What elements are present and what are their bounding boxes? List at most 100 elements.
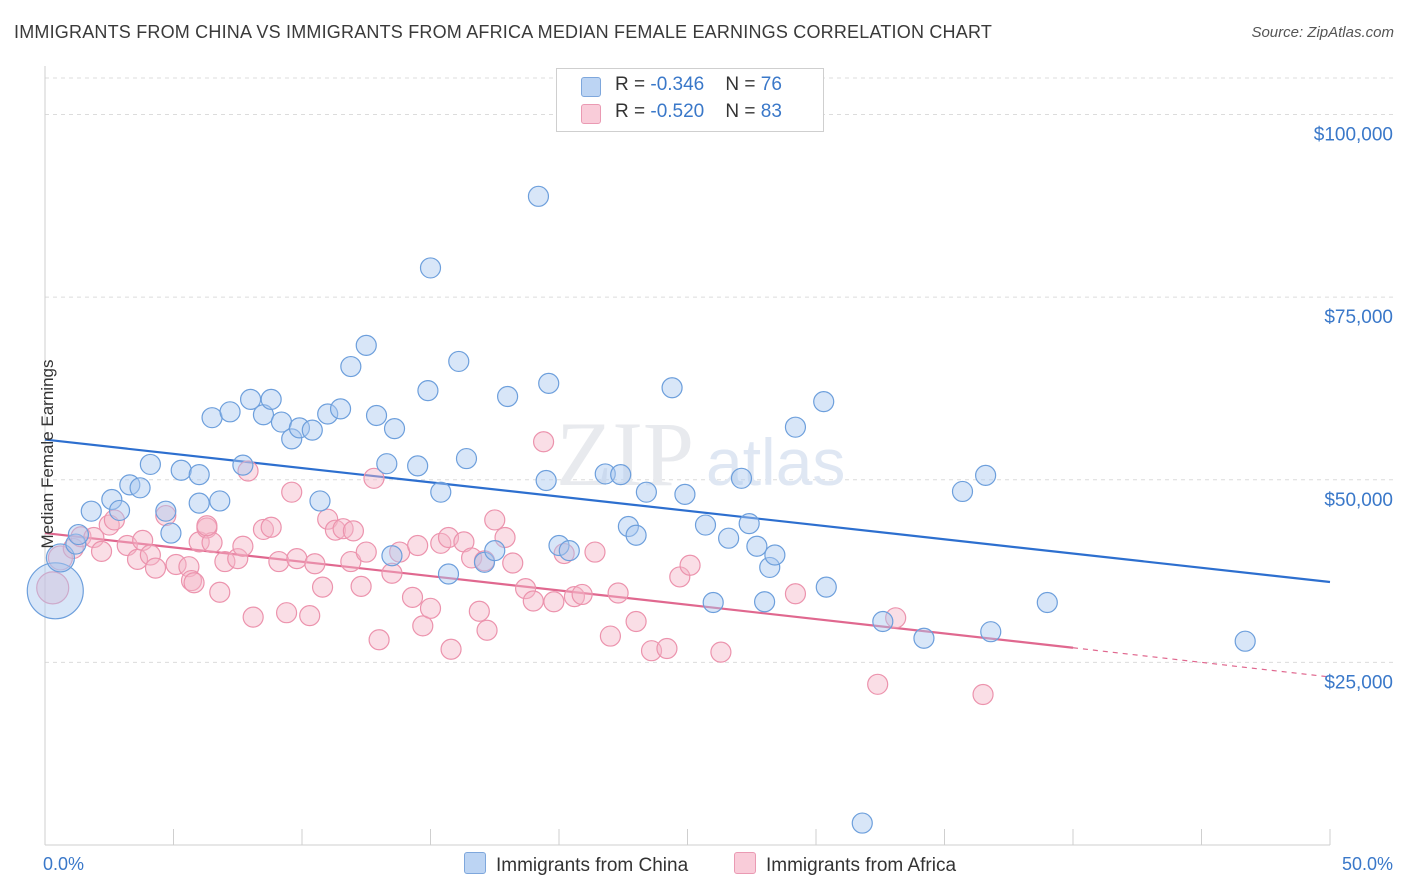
africa-point [532,431,555,453]
y-axis-label: Median Female Earnings [38,359,57,549]
watermark-atlas: atlas [706,425,845,499]
china-point [101,488,123,511]
legend-swatch-china [581,77,601,97]
china-point [872,610,894,633]
china-point [702,591,724,614]
china-point [594,463,616,485]
china-point [851,812,873,834]
africa-point [139,544,161,566]
africa-point [232,535,254,557]
africa-point [607,582,629,604]
china-point [764,544,786,566]
africa-point [419,597,442,619]
china-point [419,257,442,279]
n-value: 83 [760,101,782,122]
africa-point [252,518,275,541]
china-point [383,418,406,440]
africa-point [401,586,424,608]
africa-point [679,554,701,576]
china-point [661,377,683,399]
r-value: -0.346 [650,74,705,95]
n-label: N = [725,74,761,95]
china-point [376,453,398,475]
legend-swatch-africa [581,104,601,124]
africa-point [340,550,362,573]
bottom-label-china: Immigrants from China [496,855,689,876]
axes [44,66,1331,846]
china-point [288,417,311,439]
china-point [281,428,303,450]
china-point [407,455,429,477]
africa-point [178,556,200,578]
r-value: -0.520 [650,101,705,122]
africa-point [543,591,565,613]
africa-point [461,547,483,569]
bottom-swatch-africa [734,852,756,874]
africa-point [311,576,334,598]
africa-point [275,602,298,624]
africa-point [324,519,347,541]
china-point [170,459,192,481]
china-point [417,380,439,402]
africa-trend-extension [1072,647,1331,678]
china-point [617,515,639,538]
china-point [232,454,254,476]
china-point [527,185,550,207]
china-point [980,621,1002,643]
y-tick-label: $100,000 [1314,125,1393,146]
africa-point [563,586,586,608]
china-point [975,464,997,486]
china-point [538,372,560,394]
source-note: Source: ZipAtlas.com [1251,24,1394,41]
china-point [815,576,837,598]
africa-point [885,607,907,629]
china-point [625,524,647,546]
africa-point [155,504,177,527]
africa-point [286,548,308,570]
africa-point [599,625,622,647]
africa-point [209,581,231,603]
china-point [26,562,84,620]
chart-title: IMMIGRANTS FROM CHINA VS IMMIGRANTS FROM… [14,22,993,42]
africa-point [196,515,218,537]
china-point [309,490,331,512]
africa-point [227,548,249,570]
africa-point [299,605,321,627]
china-point [730,467,753,489]
africa-point [144,557,167,579]
china-point [188,464,210,486]
china-point [45,543,76,573]
africa-point [468,600,490,622]
africa-point [363,467,385,489]
china-point [437,563,460,585]
africa-point [342,520,364,542]
africa-point [656,637,678,660]
africa-point [867,673,889,695]
china-point [674,483,696,505]
r-label: R = [615,101,651,122]
africa-point [571,583,593,606]
africa-point [584,541,606,563]
africa-point [381,562,403,584]
china-point [497,385,519,408]
grid-lines [45,77,1393,663]
china-trend-line [44,438,1331,584]
china-point [951,480,974,503]
africa-point [268,550,290,573]
africa-point [710,641,732,663]
watermark-zip: ZIP [556,403,694,505]
china-point [329,398,352,420]
africa-point [350,575,372,598]
china-point [448,350,470,373]
africa-point [502,552,524,574]
china-point [355,334,377,356]
africa-point [260,516,282,538]
africa-point [440,638,462,660]
africa-point [183,572,205,594]
n-label: N = [725,101,761,122]
africa-point [522,590,544,612]
china-point [155,500,177,522]
china-point [209,490,231,512]
africa-point [640,640,663,662]
africa-point [484,509,506,531]
